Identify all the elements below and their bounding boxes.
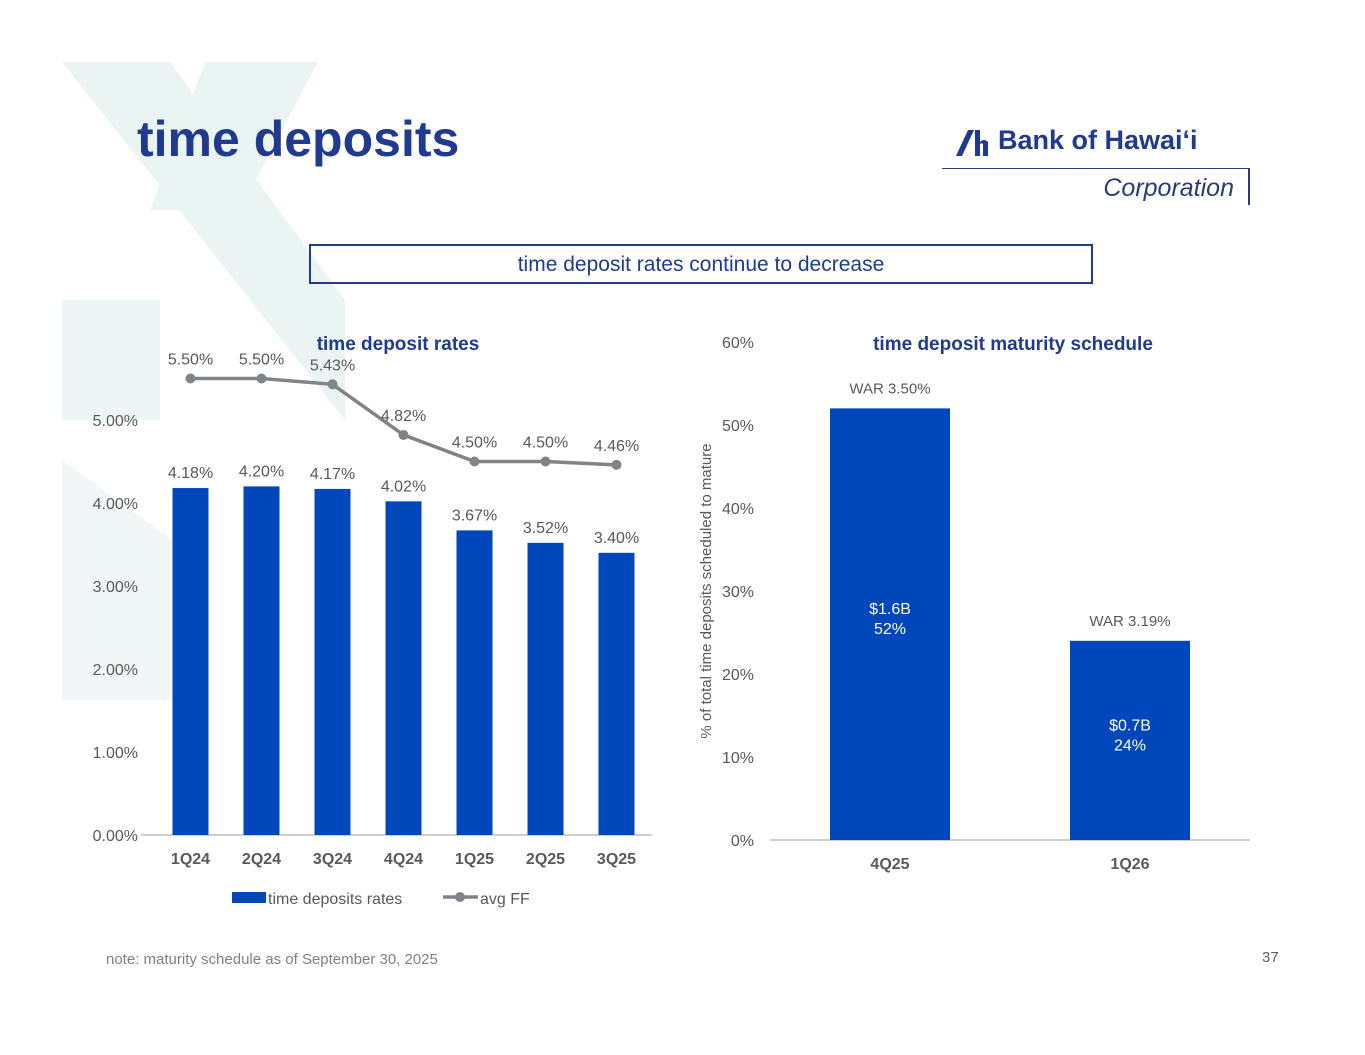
avg-ff-point bbox=[327, 379, 338, 390]
time-deposit-rates-chart: time deposit rates 0.00% 1.00% 2.00% 3.00% 4.… bbox=[93, 334, 652, 908]
footnote: note: maturity schedule as of September … bbox=[106, 951, 438, 968]
bar-data-label: 3.67% bbox=[452, 507, 497, 524]
bar-inside-label: 24% bbox=[1114, 737, 1146, 754]
avg-ff-point bbox=[611, 459, 622, 470]
x-tick-label: 2Q25 bbox=[526, 851, 565, 868]
y-tick-label: 3.00% bbox=[93, 579, 138, 596]
line-data-label: 4.50% bbox=[523, 435, 568, 452]
bar bbox=[830, 408, 950, 840]
y-tick-label: 0.00% bbox=[93, 828, 138, 845]
legend-marker-line bbox=[455, 892, 465, 902]
y-tick-label: 50% bbox=[722, 418, 754, 435]
bar-data-label: 3.40% bbox=[594, 530, 639, 547]
y-tick-label: 0% bbox=[731, 833, 754, 850]
avg-ff-point bbox=[185, 373, 196, 384]
bar-data-label: 4.20% bbox=[239, 463, 284, 480]
bar bbox=[1070, 640, 1190, 840]
bar bbox=[385, 501, 422, 835]
page-number: 37 bbox=[1262, 949, 1279, 966]
company-logo: Bank of Hawaiʻi Corporation bbox=[940, 118, 1260, 213]
x-tick-label: 1Q24 bbox=[171, 851, 210, 868]
chart-title: time deposit rates bbox=[317, 334, 480, 355]
bar-top-label: WAR 3.50% bbox=[849, 380, 930, 397]
x-tick-label: 2Q24 bbox=[242, 851, 281, 868]
bar bbox=[456, 530, 493, 835]
legend-swatch-bars bbox=[232, 892, 266, 903]
line-data-label: 5.50% bbox=[168, 352, 213, 369]
line-data-label: 4.46% bbox=[594, 438, 639, 455]
avg-ff-point bbox=[256, 373, 267, 384]
y-tick-label: 4.00% bbox=[93, 496, 138, 513]
bar bbox=[172, 488, 209, 835]
y-axis-label: % of total time deposits scheduled to ma… bbox=[698, 443, 715, 738]
logo-subtitle: Corporation bbox=[1103, 174, 1234, 202]
background-x-mark bbox=[62, 62, 345, 700]
bar-inside-label: $1.6B bbox=[869, 601, 911, 618]
x-tick-label: 3Q25 bbox=[597, 851, 636, 868]
logo-name: Bank of Hawaiʻi bbox=[998, 125, 1198, 155]
bar-inside-label: 52% bbox=[874, 621, 906, 638]
bar bbox=[527, 542, 564, 835]
x-tick-label: 3Q24 bbox=[313, 851, 352, 868]
y-tick-label: 20% bbox=[722, 667, 754, 684]
y-tick-label: 60% bbox=[722, 335, 754, 352]
chart-title: time deposit maturity schedule bbox=[873, 334, 1153, 355]
legend-label-bars: time deposits rates bbox=[268, 891, 402, 908]
y-tick-label: 30% bbox=[722, 584, 754, 601]
x-tick-label: 1Q25 bbox=[455, 851, 494, 868]
bar-data-label: 4.02% bbox=[381, 478, 426, 495]
bar bbox=[243, 486, 280, 835]
y-tick-label: 1.00% bbox=[93, 745, 138, 762]
bar-data-label: 3.52% bbox=[523, 520, 568, 537]
bar-data-label: 4.18% bbox=[168, 465, 213, 482]
hawaii-logo-icon bbox=[956, 130, 988, 156]
bar-top-label: WAR 3.19% bbox=[1089, 613, 1170, 630]
avg-ff-point bbox=[540, 456, 551, 467]
logo-rule bbox=[942, 168, 1249, 169]
line-data-label: 5.50% bbox=[239, 352, 284, 369]
legend-label-line: avg FF bbox=[480, 891, 530, 908]
page-title: time deposits bbox=[137, 111, 460, 167]
bar bbox=[314, 488, 351, 835]
line-data-label: 5.43% bbox=[310, 357, 355, 374]
bar-inside-label: $0.7B bbox=[1109, 717, 1151, 734]
line-data-label: 4.50% bbox=[452, 435, 497, 452]
line-data-label: 4.82% bbox=[381, 408, 426, 425]
x-tick-label: 4Q25 bbox=[870, 856, 909, 873]
maturity-schedule-chart: time deposit maturity schedule 0% 10% 20% 30… bbox=[698, 334, 1250, 873]
x-tick-label: 1Q26 bbox=[1110, 856, 1149, 873]
bar bbox=[598, 552, 635, 835]
headline-banner: time deposit rates continue to decrease bbox=[309, 244, 1093, 284]
y-tick-label: 40% bbox=[722, 501, 754, 518]
y-tick-label: 2.00% bbox=[93, 662, 138, 679]
x-tick-label: 4Q24 bbox=[384, 851, 423, 868]
avg-ff-point bbox=[469, 456, 480, 467]
bar-data-label: 4.17% bbox=[310, 466, 355, 483]
y-tick-label: 5.00% bbox=[93, 413, 138, 430]
avg-ff-point bbox=[398, 429, 409, 440]
logo-vertical-rule bbox=[1248, 168, 1250, 205]
y-tick-label: 10% bbox=[722, 750, 754, 767]
